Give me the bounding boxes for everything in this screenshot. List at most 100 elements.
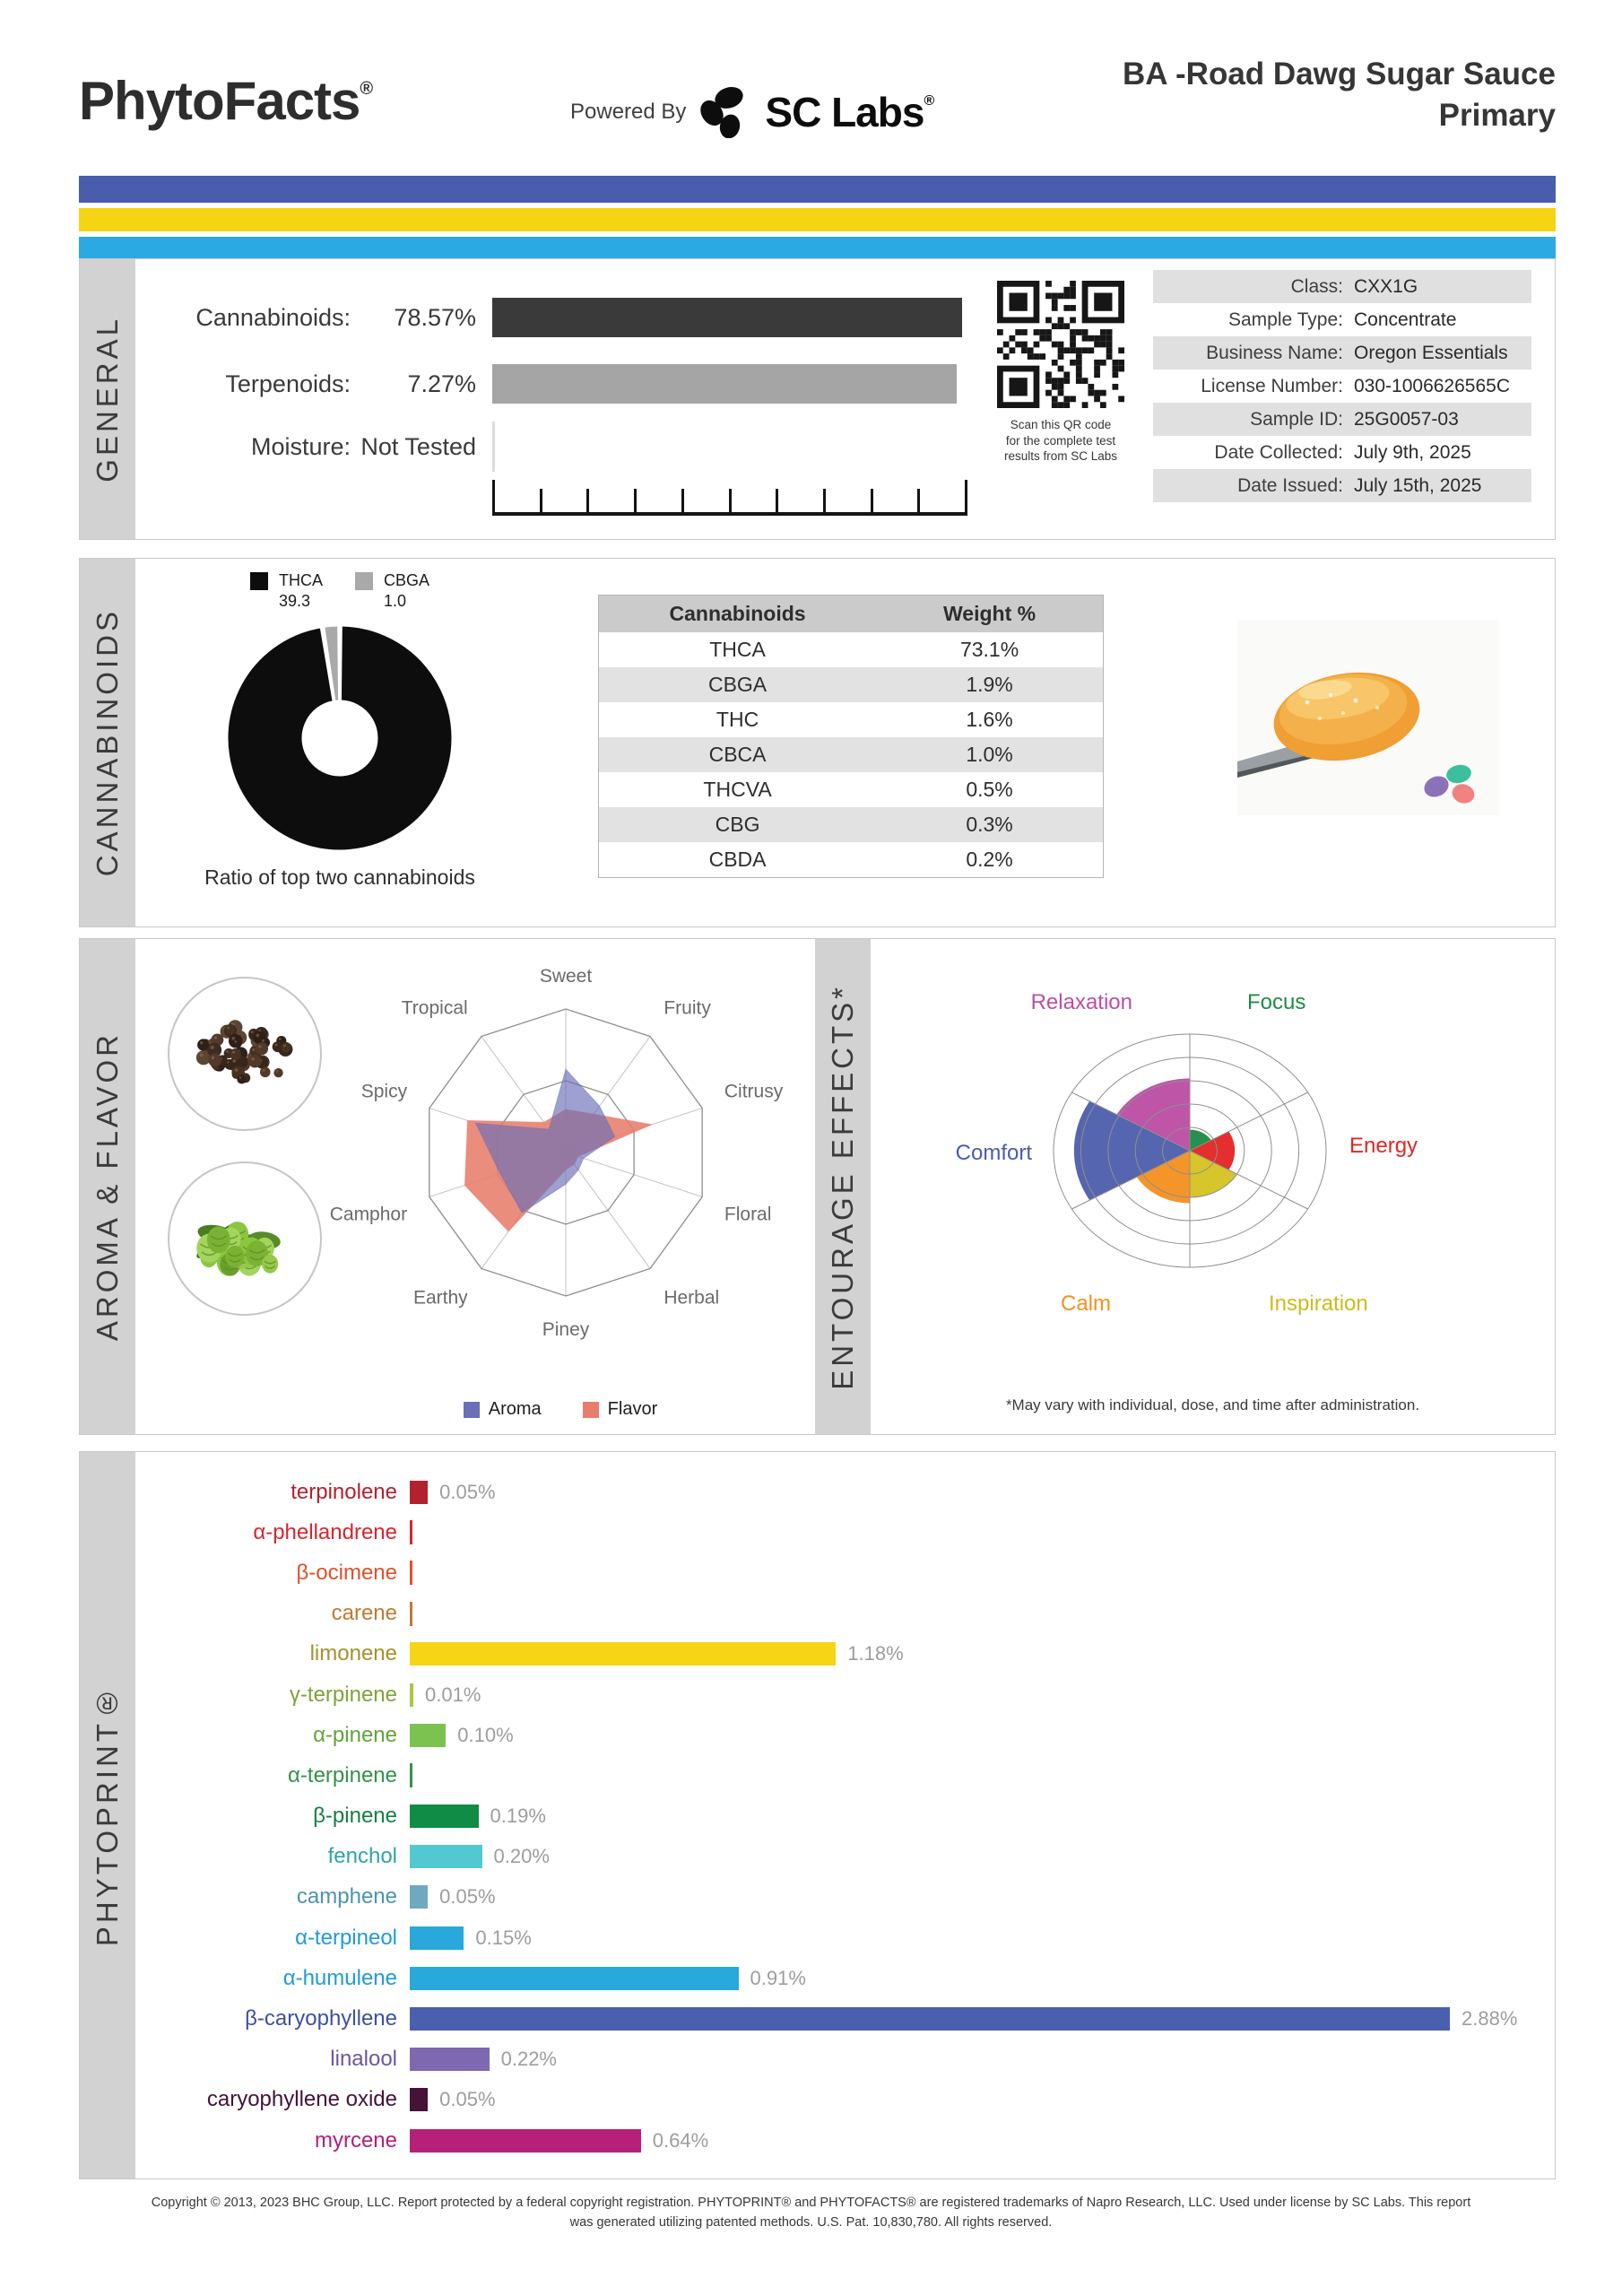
effect-wedge-focus xyxy=(1190,1129,1211,1151)
terpene-row--pinene: β-pinene 0.19% xyxy=(135,1796,1537,1837)
terpene-label: fenchol xyxy=(327,1844,397,1869)
copyright-line2: was generated utilizing patented methods… xyxy=(569,2214,1053,2230)
terpene-bar xyxy=(410,1642,837,1666)
info-row-class-: Class: CXX1G xyxy=(1153,270,1531,303)
cannabinoid-weight: 1.9% xyxy=(966,673,1013,696)
terpene-value: 0.05% xyxy=(439,1885,496,1909)
radar-axis-label-earthy: Earthy xyxy=(413,1287,468,1308)
effect-wedge-calm xyxy=(1136,1151,1190,1204)
info-label: Class: xyxy=(1290,275,1343,297)
terpene-label: limonene xyxy=(309,1641,397,1666)
terpene-bar xyxy=(410,1885,429,1909)
terpene-row-caryophyllene-oxide: caryophyllene oxide 0.05% xyxy=(135,2080,1537,2120)
terpene-value: 0.19% xyxy=(490,1805,546,1828)
section-cannabinoids-label: CANNABINOIDS xyxy=(91,608,124,877)
effect-wedge-energy xyxy=(1190,1131,1236,1170)
ruler-tick xyxy=(870,489,873,512)
ruler-tick xyxy=(634,489,638,512)
sc-labs-icon xyxy=(700,86,744,138)
info-row-license-number-: License Number: 030-1006626565C xyxy=(1153,370,1531,403)
terpene-tick xyxy=(410,1561,412,1586)
section-entourage-tab: ENTOURAGE EFFECTS* xyxy=(815,939,871,1434)
info-row-sample-type-: Sample Type: Concentrate xyxy=(1153,303,1531,336)
donut-caption: Ratio of top two cannabinoids xyxy=(204,865,475,889)
terpene-value: 1.18% xyxy=(847,1642,904,1665)
stripe-yellow xyxy=(79,208,1556,231)
cannabinoid-name: CBDA xyxy=(708,848,767,871)
section-general-tab: GENERAL xyxy=(80,259,135,539)
terpene-row-linalool: linalool 0.22% xyxy=(135,2039,1537,2080)
info-label: License Number: xyxy=(1201,375,1343,396)
sample-title: BA -Road Dawg Sugar Sauce Primary xyxy=(1123,54,1556,136)
terpene-value: 0.01% xyxy=(425,1683,481,1706)
info-label: Sample Type: xyxy=(1227,309,1343,330)
section-phytoprint: PHYTOPRINT® terpinolene 0.05% α-phellandre… xyxy=(79,1451,1556,2179)
concentrate-blob xyxy=(1273,672,1420,761)
sample-info-table: Class: CXX1G Sample Type: Concentrate Busine… xyxy=(1153,270,1531,502)
terpene-row--terpinene: γ-terpinene 0.01% xyxy=(135,1674,1537,1715)
terpene-label: β-pinene xyxy=(313,1804,397,1829)
moisture-label: Moisture: xyxy=(250,432,351,460)
terpene-label: γ-terpinene xyxy=(289,1682,397,1707)
qr-code xyxy=(997,281,1124,408)
terpene-row--phellandrene: α-phellandrene xyxy=(135,1512,1537,1552)
overview-row-terpenoids: Terpenoids: 7.27% xyxy=(135,360,957,408)
terpene-bar xyxy=(410,2048,490,2072)
brand-stripes xyxy=(79,176,1556,258)
phytofacts-logo: PhytoFacts® xyxy=(79,71,373,131)
axis-baseline xyxy=(492,422,495,472)
ruler-tick xyxy=(917,489,921,512)
section-cannabinoids-tab: CANNABINOIDS xyxy=(80,559,135,926)
copyright-footer: Copyright © 2013, 2023 BHC Group, LLC. R… xyxy=(0,2194,1622,2233)
donut-block: THCA 39.3 CBGA 1.0 Ratio of top two cannabi… xyxy=(178,571,501,890)
cannabinoid-row-cbda: CBDA 0.2% xyxy=(599,842,1103,877)
donut-legend-name: CBGA xyxy=(383,571,429,589)
qr-caption-line: results from SC Labs xyxy=(1003,449,1118,464)
terpene-row--pinene: α-pinene 0.10% xyxy=(135,1715,1537,1755)
terpene-label: caryophyllene oxide xyxy=(206,2087,397,2112)
terpene-bar xyxy=(410,1805,479,1829)
info-label: Date Collected: xyxy=(1214,441,1343,463)
terpene-value: 0.64% xyxy=(652,2128,709,2152)
ruler-tick xyxy=(776,489,779,512)
terpene-row-terpinolene: terpinolene 0.05% xyxy=(135,1472,1537,1512)
section-general-label: GENERAL xyxy=(91,316,124,483)
terpene-row-limonene: limonene 1.18% xyxy=(135,1634,1537,1674)
section-phytoprint-label: PHYTOPRINT® xyxy=(91,1683,124,1947)
cannabinoids-total-value: 78.57% xyxy=(394,303,476,331)
info-value: July 15th, 2025 xyxy=(1354,474,1482,496)
info-value: July 9th, 2025 xyxy=(1354,441,1471,463)
radar-axis-label-tropical: Tropical xyxy=(402,998,468,1019)
radar-axis-label-floral: Floral xyxy=(724,1204,772,1224)
terpene-bar xyxy=(410,2007,1450,2031)
ruler-tick xyxy=(965,480,967,512)
terpene-value: 0.10% xyxy=(457,1723,514,1746)
radar-legend: Aroma Flavor xyxy=(318,1399,802,1420)
cannabinoid-weight: 0.3% xyxy=(966,813,1013,836)
cannabinoid-name: CBG xyxy=(715,813,760,836)
terpenoids-total-value: 7.27% xyxy=(407,370,476,397)
registered-mark: ® xyxy=(360,79,373,99)
moisture-value: Not Tested xyxy=(360,432,476,460)
radar-axis-label-piney: Piney xyxy=(542,1319,590,1340)
terpene-row--caryophyllene: β-caryophyllene 2.88% xyxy=(135,1998,1537,2039)
section-aroma-entourage: AROMA & FLAVOR Sweet Fruity Citrusy Floral H… xyxy=(79,938,1556,1435)
radar-axis-label-camphor: Camphor xyxy=(330,1204,407,1224)
entourage-effects-chart: Relaxation Focus Energy Inspiration Calm Comf… xyxy=(956,990,1418,1316)
info-label: Sample ID: xyxy=(1250,408,1343,430)
donut-legend-value: 39.3 xyxy=(278,592,311,610)
donut-slice xyxy=(225,623,455,853)
cbga-swatch xyxy=(354,571,373,590)
cannabinoid-weight: 73.1% xyxy=(959,638,1019,661)
section-phytoprint-tab: PHYTOPRINT® xyxy=(80,1452,135,2179)
terpene-bar-chart: terpinolene 0.05% α-phellandrene β-ocimene c… xyxy=(135,1472,1537,2161)
info-row-date-collected-: Date Collected: July 9th, 2025 xyxy=(1153,436,1531,469)
cannabinoid-weight: 0.5% xyxy=(966,778,1013,801)
info-row-sample-id-: Sample ID: 25G0057-03 xyxy=(1153,403,1531,436)
terpene-label: α-terpineol xyxy=(295,1925,397,1950)
terpene-row-camphene: camphene 0.05% xyxy=(135,1877,1537,1918)
section-aroma-tab: AROMA & FLAVOR xyxy=(80,939,135,1434)
terpene-bar xyxy=(410,1723,447,1747)
info-row-date-issued-: Date Issued: July 15th, 2025 xyxy=(1153,469,1531,502)
radar-axis-label-sweet: Sweet xyxy=(540,966,593,987)
